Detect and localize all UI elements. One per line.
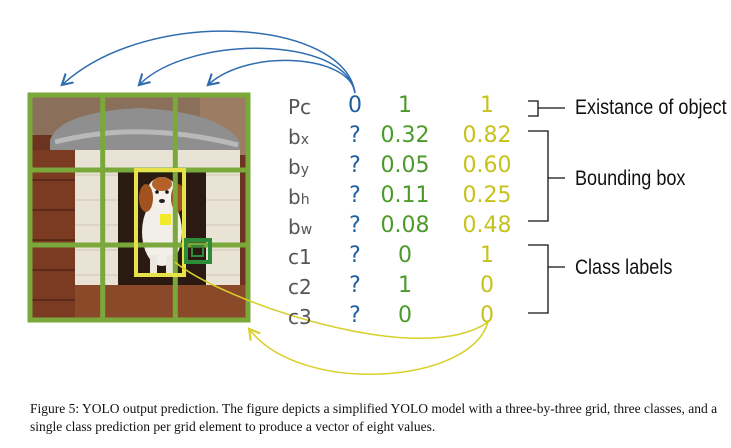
group-brackets <box>528 100 565 314</box>
vector-value-col1: 0 <box>398 243 412 268</box>
vector-value-col2: 0.82 <box>462 123 512 148</box>
vector-value-col0: ? <box>349 243 361 268</box>
vector-value-col1: 1 <box>398 93 412 118</box>
vector-row-label: c2 <box>288 275 312 299</box>
vector-value-col0: ? <box>349 183 361 208</box>
row-subscript: h <box>300 192 310 208</box>
class-labels-label: Class labels <box>575 256 673 279</box>
row-symbol: c1 <box>288 245 312 269</box>
vector-value-col0: ? <box>349 273 361 298</box>
bounding-box-label: Bounding box <box>575 167 686 190</box>
row-symbol: b <box>288 155 301 179</box>
vector-value-col2: 0 <box>480 273 494 298</box>
vector-value-col0: ? <box>349 213 361 238</box>
row-symbol: c3 <box>288 305 312 329</box>
green-cell-box <box>184 238 212 264</box>
vector-value-col1: 0 <box>398 303 412 328</box>
vector-value-col2: 0 <box>480 303 494 328</box>
row-symbol: b <box>288 185 301 209</box>
vector-value-col0: ? <box>349 303 361 328</box>
arrow-to-cell-1 <box>63 30 356 94</box>
row-symbol: Pc <box>288 95 312 119</box>
vector-row-label: c1 <box>288 245 312 269</box>
vector-row-label: c3 <box>288 305 312 329</box>
vector-row-label: bx <box>288 125 309 149</box>
dog-bounding-box <box>134 168 186 277</box>
vector-value-col2: 0.48 <box>462 213 512 238</box>
yellow-vector-arrow <box>250 321 489 375</box>
vector-row-label: bw <box>288 215 312 239</box>
row-subscript: w <box>300 222 313 238</box>
vector-value-col2: 1 <box>480 243 494 268</box>
vector-value-col2: 0.60 <box>462 153 512 178</box>
row-symbol: b <box>288 215 301 239</box>
arrow-to-cell-3 <box>209 59 356 94</box>
vector-value-col1: 0.32 <box>380 123 430 148</box>
row-subscript: y <box>300 162 309 178</box>
vector-value-col0: ? <box>349 153 361 178</box>
vector-row-label: by <box>288 155 309 179</box>
vector-row-label: Pc <box>288 95 311 119</box>
vector-value-col2: 1 <box>480 93 494 118</box>
vector-value-col1: 0.08 <box>380 213 430 238</box>
row-symbol: b <box>288 125 301 149</box>
arrow-to-cell-2 <box>140 47 356 94</box>
row-symbol: c2 <box>288 275 312 299</box>
figure-caption: Figure 5: YOLO output prediction. The fi… <box>30 401 718 434</box>
object-center-marker <box>160 214 171 225</box>
yellow-to-object-line <box>174 261 489 339</box>
existence-label: Existance of object <box>575 96 727 119</box>
vector-value-col0: ? <box>349 123 361 148</box>
vector-value-col1: 0.11 <box>380 183 430 208</box>
vector-value-col2: 0.25 <box>462 183 512 208</box>
vector-value-col1: 1 <box>398 273 412 298</box>
vector-value-col1: 0.05 <box>380 153 430 178</box>
vector-row-label: bh <box>288 185 310 209</box>
row-subscript: x <box>300 132 309 148</box>
vector-value-col0: 0 <box>348 93 362 118</box>
